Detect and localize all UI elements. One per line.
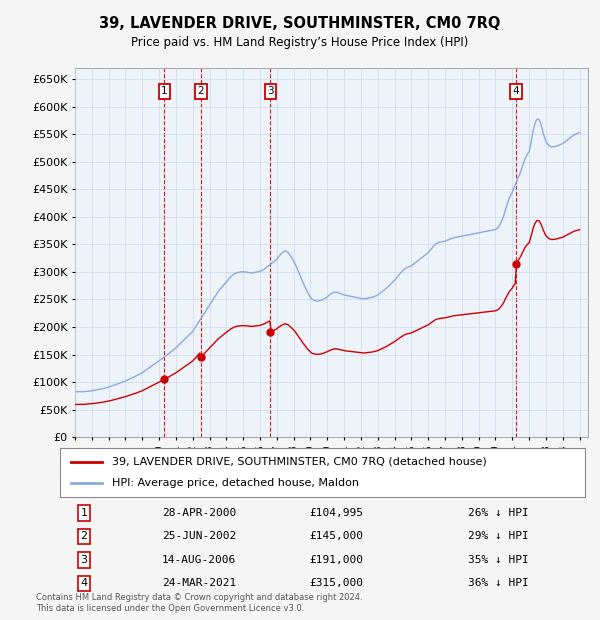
Text: Contains HM Land Registry data © Crown copyright and database right 2024.
This d: Contains HM Land Registry data © Crown c… (36, 593, 362, 613)
Text: 4: 4 (513, 86, 520, 96)
Text: £145,000: £145,000 (309, 531, 363, 541)
Text: 24-MAR-2021: 24-MAR-2021 (162, 578, 236, 588)
Text: 29% ↓ HPI: 29% ↓ HPI (468, 531, 529, 541)
Text: 36% ↓ HPI: 36% ↓ HPI (468, 578, 529, 588)
Text: 4: 4 (80, 578, 88, 588)
Text: £104,995: £104,995 (309, 508, 363, 518)
Text: 3: 3 (267, 86, 274, 96)
Text: 26% ↓ HPI: 26% ↓ HPI (468, 508, 529, 518)
Text: 35% ↓ HPI: 35% ↓ HPI (468, 555, 529, 565)
Text: 1: 1 (161, 86, 168, 96)
Text: 39, LAVENDER DRIVE, SOUTHMINSTER, CM0 7RQ (detached house): 39, LAVENDER DRIVE, SOUTHMINSTER, CM0 7R… (113, 456, 487, 466)
Text: 39, LAVENDER DRIVE, SOUTHMINSTER, CM0 7RQ: 39, LAVENDER DRIVE, SOUTHMINSTER, CM0 7R… (100, 16, 500, 30)
Text: HPI: Average price, detached house, Maldon: HPI: Average price, detached house, Mald… (113, 479, 359, 489)
Text: 2: 2 (197, 86, 204, 96)
Text: 1: 1 (80, 508, 88, 518)
Text: £191,000: £191,000 (309, 555, 363, 565)
Text: 2: 2 (80, 531, 88, 541)
Text: Price paid vs. HM Land Registry’s House Price Index (HPI): Price paid vs. HM Land Registry’s House … (131, 36, 469, 49)
Text: 25-JUN-2002: 25-JUN-2002 (162, 531, 236, 541)
Text: £315,000: £315,000 (309, 578, 363, 588)
Text: 28-APR-2000: 28-APR-2000 (162, 508, 236, 518)
Text: 3: 3 (80, 555, 88, 565)
Text: 14-AUG-2006: 14-AUG-2006 (162, 555, 236, 565)
